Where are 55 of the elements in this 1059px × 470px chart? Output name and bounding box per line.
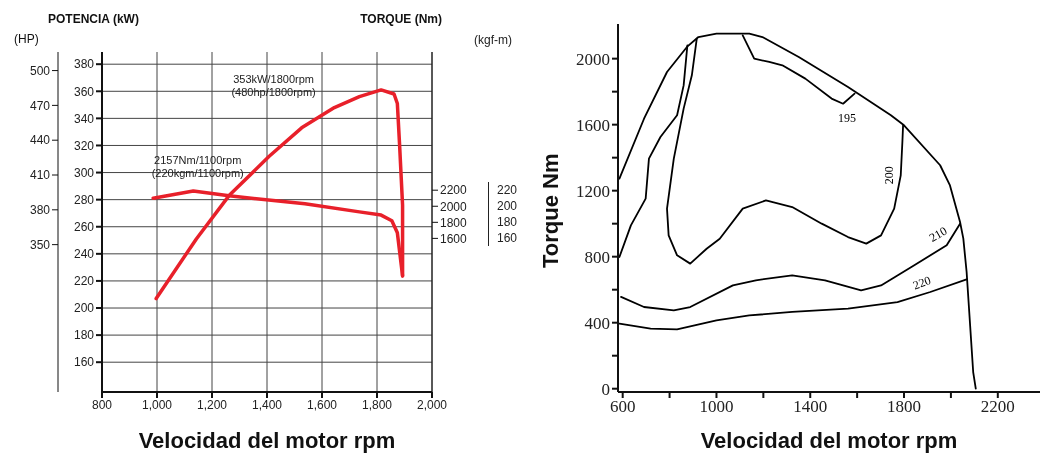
x-tick-label: 1400: [793, 397, 828, 417]
x-tick-label: 1,400: [251, 397, 283, 412]
y-tick-label: 360: [73, 84, 95, 99]
text: 220: [488, 182, 518, 199]
y-tick-label: 280: [73, 192, 95, 207]
y-tick-label: 340: [73, 111, 95, 126]
y2-tick-label: 2200: [440, 183, 468, 198]
y-tick-label: 240: [73, 247, 95, 262]
x-tick-label: 800: [91, 397, 113, 412]
x-tick-label: 1,000: [141, 397, 173, 412]
x-tick-label: 1,600: [306, 397, 338, 412]
text: 160: [488, 230, 518, 247]
y-tick-label: 2000: [576, 49, 610, 69]
y3-tick-label: 500: [29, 63, 51, 78]
x-tick-label: 2200: [980, 397, 1015, 417]
y2-tick-label: 1600: [440, 231, 468, 246]
y-tick-label: 800: [584, 247, 610, 267]
y-tick-label: 160: [73, 355, 95, 370]
x-axis-title: Velocidad del motor rpm: [699, 428, 959, 454]
y3-tick-label: 350: [29, 237, 51, 252]
y-tick-label: 380: [73, 57, 95, 72]
y2-tick-label: 1800: [440, 215, 468, 230]
x-tick-label: 1,200: [196, 397, 228, 412]
text: 200: [488, 198, 518, 215]
y2-tick-label: 2000: [440, 199, 468, 214]
y3-tick-label: 410: [29, 168, 51, 183]
y-tick-label: 180: [73, 328, 95, 343]
text: 210: [926, 223, 950, 245]
y3-axis-title: (HP): [14, 32, 39, 46]
series-label: 195: [838, 111, 857, 126]
y-tick-label: 200: [73, 301, 95, 316]
y-tick-label: 0: [601, 379, 610, 399]
x-tick-label: 1,800: [361, 397, 393, 412]
text: 180: [488, 214, 518, 231]
y3-tick-label: 380: [29, 203, 51, 218]
x-tick-label: 1000: [699, 397, 734, 417]
text: 220: [911, 273, 933, 293]
y-tick-label: 400: [584, 313, 610, 333]
y2-axis-title: TORQUE (Nm): [360, 12, 442, 26]
y-axis-title: POTENCIA (kW): [48, 12, 139, 26]
x-tick-label: 600: [609, 397, 636, 417]
x-tick-label: 2,000: [416, 397, 448, 412]
text: 200: [882, 166, 897, 185]
y-tick-label: 1600: [576, 115, 610, 135]
x-tick-label: 1800: [887, 397, 922, 417]
y-tick-label: 300: [73, 165, 95, 180]
y-tick-label: 320: [73, 138, 95, 153]
y-tick-label: 220: [73, 274, 95, 289]
y3-tick-label: 470: [29, 98, 51, 113]
y-tick-label: 1200: [576, 181, 610, 201]
text: (kgf-m): [474, 32, 512, 48]
y-axis-title: Torque Nm: [538, 153, 563, 268]
y3-tick-label: 440: [29, 133, 51, 148]
y-tick-label: 260: [73, 220, 95, 234]
x-axis-title: Velocidad del motor rpm: [137, 428, 397, 454]
